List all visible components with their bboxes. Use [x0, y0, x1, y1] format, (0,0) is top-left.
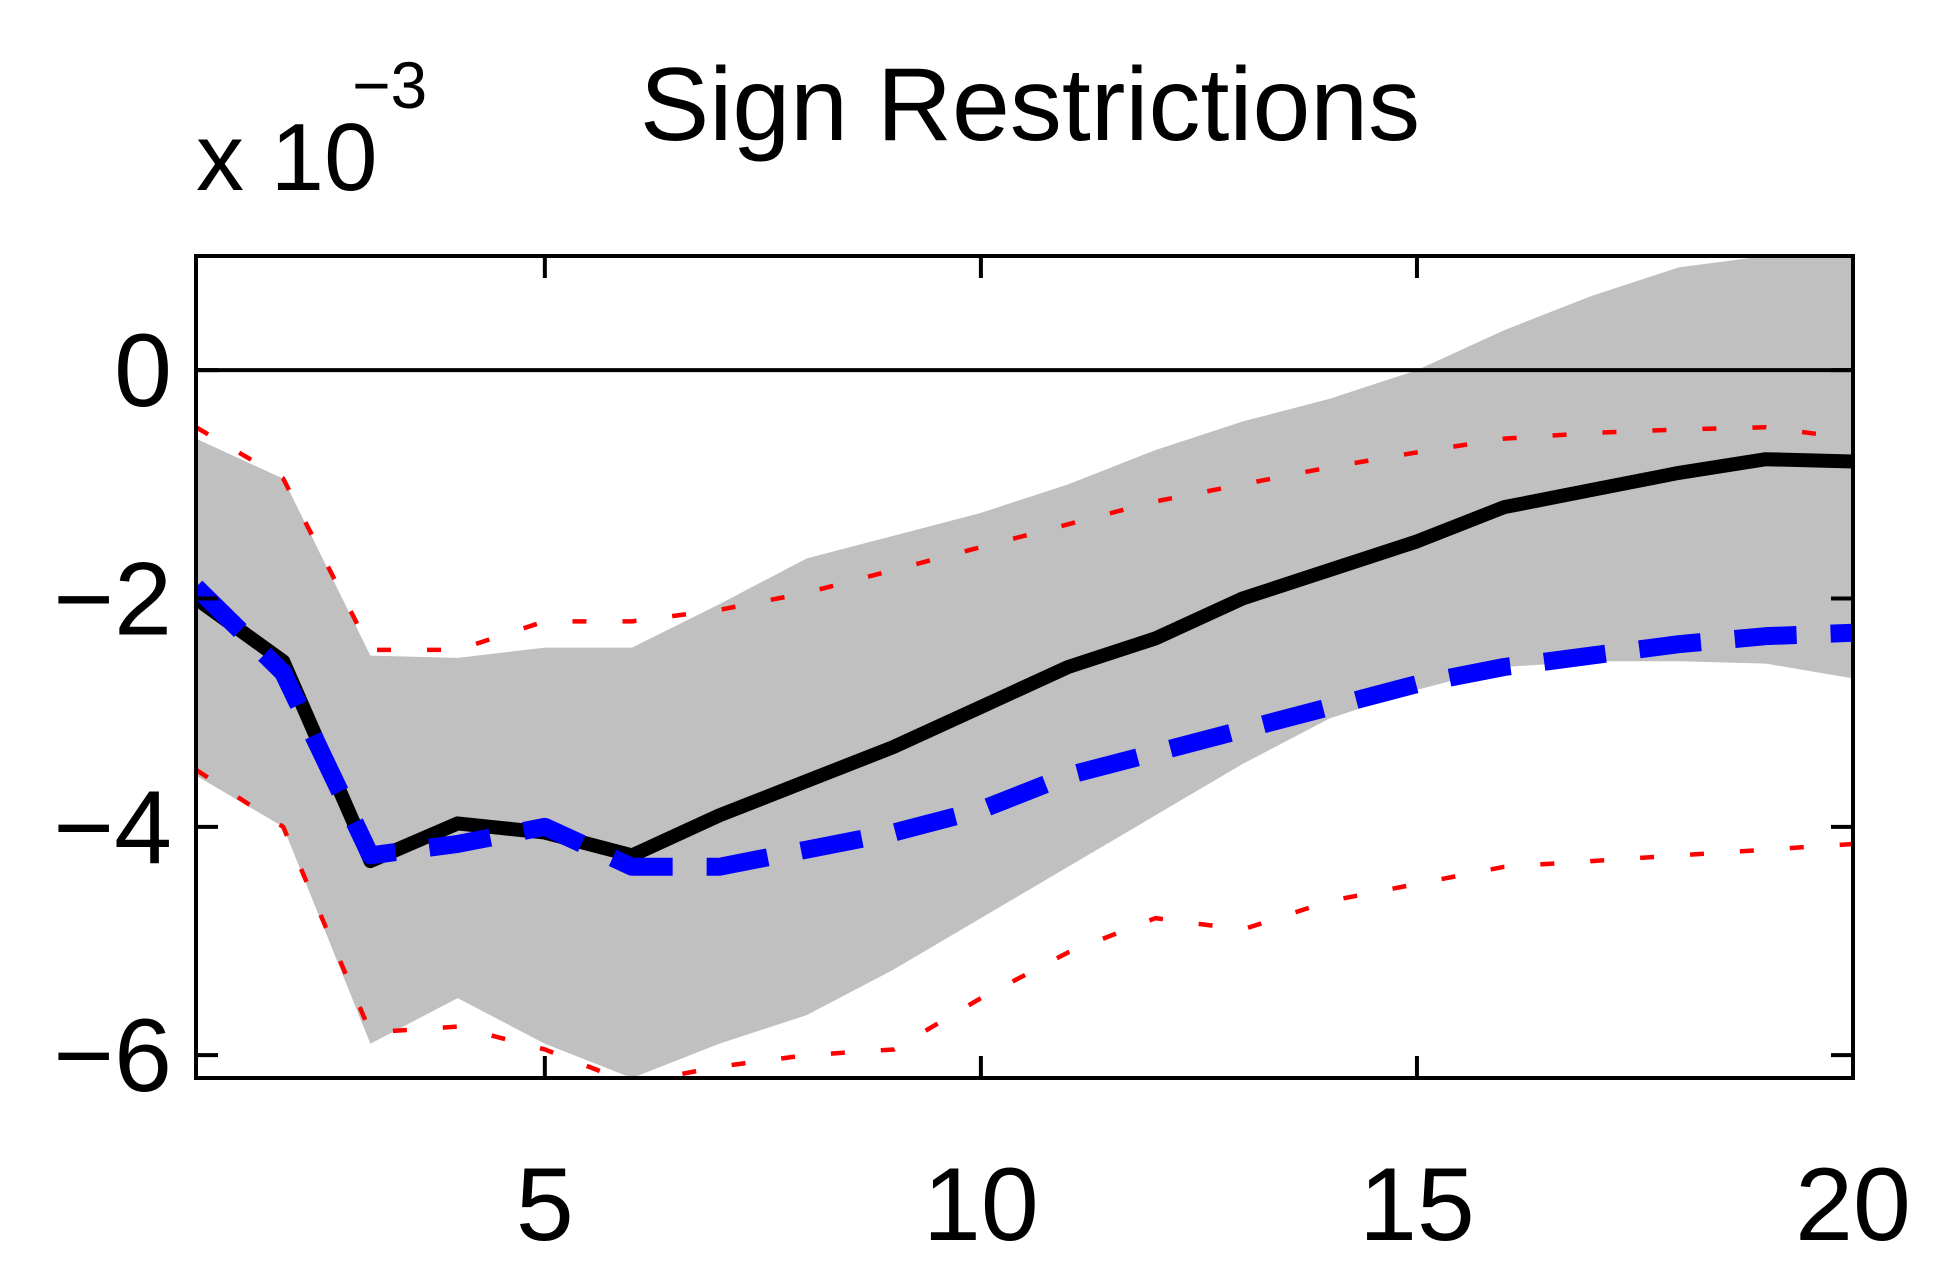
- plot-clip-group: [196, 256, 1853, 1078]
- plot-area: 5 10 15 20 −6 −4 −2 0: [53, 254, 1911, 1263]
- series-line-dashed-1: [196, 580, 1853, 876]
- series-line-dotted-3: [196, 767, 1853, 1078]
- series-line-solid-0: [196, 452, 1853, 869]
- y-multiplier-base: x 10: [196, 104, 377, 211]
- x-tick-label: 5: [516, 1147, 574, 1263]
- y-multiplier-exponent: −3: [352, 48, 427, 122]
- y-tick-label: −4: [53, 770, 172, 886]
- x-tick-label: 10: [923, 1147, 1039, 1263]
- axes-frame: [194, 254, 1855, 1080]
- x-tick-label: 20: [1795, 1147, 1911, 1263]
- chart-title: Sign Restrictions: [640, 47, 1420, 163]
- series-line-dotted-2: [196, 425, 1853, 653]
- y-axis-multiplier: x 10 −3: [196, 48, 427, 211]
- y-tick-label: −2: [53, 542, 172, 658]
- y-tick-label: −6: [53, 998, 172, 1114]
- confidence-band: [196, 256, 1853, 1078]
- y-tick-label: 0: [114, 313, 172, 429]
- x-tick-label: 15: [1359, 1147, 1475, 1263]
